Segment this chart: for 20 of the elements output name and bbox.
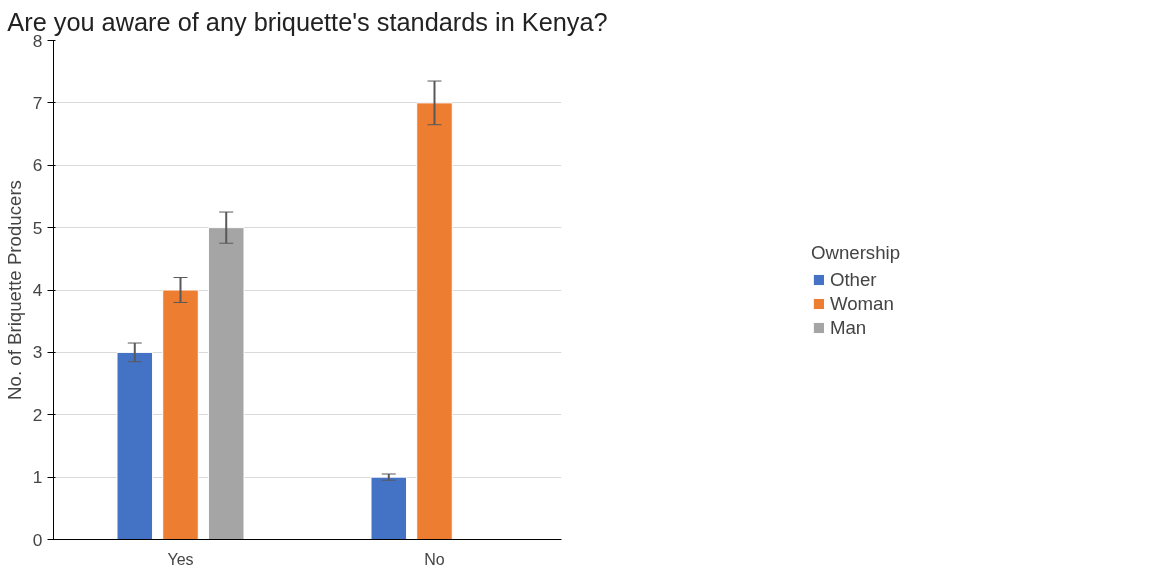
legend-label: Man (829, 316, 867, 338)
legend-label: Woman (829, 292, 894, 314)
y-axis-title: No. of Briquette Producers (3, 180, 25, 400)
y-tick-label: 6 (32, 155, 43, 176)
x-tick-label: Yes (167, 550, 194, 568)
bar (162, 289, 199, 540)
y-tick-label: 7 (32, 92, 43, 113)
y-tick-label: 4 (32, 280, 43, 300)
bar (416, 102, 453, 540)
x-tick-label: No (424, 550, 445, 568)
legend-title: Ownership (810, 241, 901, 263)
y-tick-label: 2 (32, 404, 43, 425)
bar (207, 227, 245, 540)
bar (116, 351, 154, 540)
legend-label: Other (829, 268, 877, 290)
y-tick-label: 0 (32, 529, 43, 550)
y-tick-label: 1 (32, 467, 43, 488)
y-tick-label: 3 (32, 342, 43, 363)
y-tick-label: 5 (32, 217, 43, 238)
bar (370, 476, 408, 540)
